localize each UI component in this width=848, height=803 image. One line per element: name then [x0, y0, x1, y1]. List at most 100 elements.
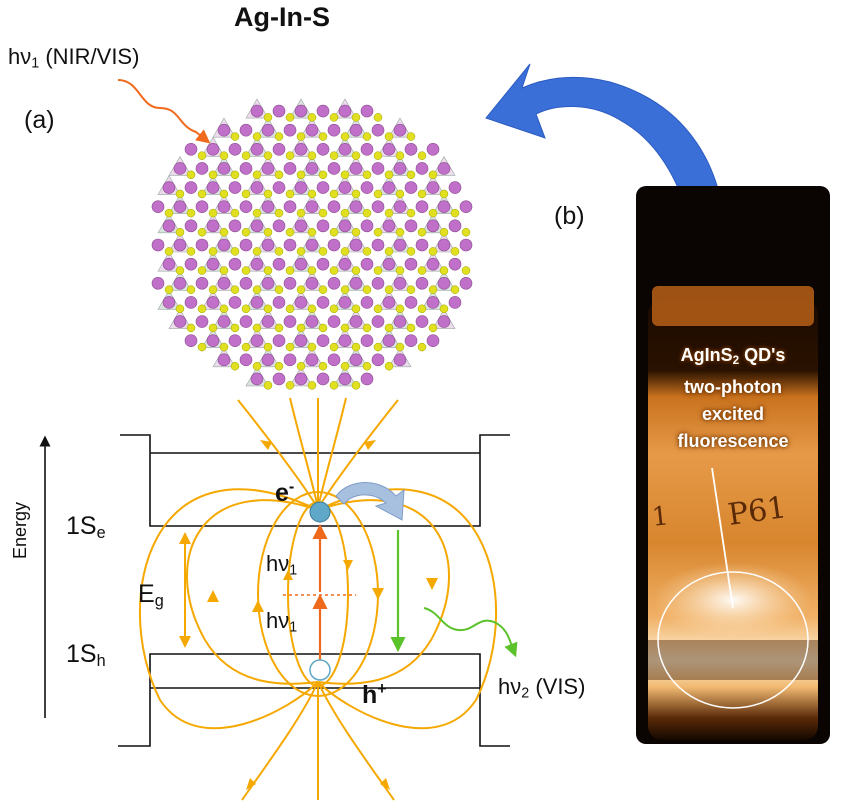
indium-atom: [250, 296, 264, 309]
bandgap-arrow: [179, 532, 191, 648]
sulfur-atom: [461, 227, 471, 237]
indium-atom: [305, 353, 319, 367]
sulfur-atom: [186, 170, 196, 180]
indium-atom: [393, 162, 407, 175]
indium-atom: [404, 181, 418, 194]
indium-atom: [305, 315, 319, 328]
sulfur-atom: [296, 285, 306, 294]
indium-atom: [173, 200, 187, 214]
sulfur-atom: [274, 170, 284, 180]
indium-atom: [437, 276, 451, 290]
indium-atom: [316, 181, 330, 194]
sulfur-atom: [274, 208, 284, 218]
indium-atom: [195, 200, 209, 214]
indium-atom: [294, 296, 308, 309]
sulfur-atom: [263, 304, 273, 314]
sulfur-atom: [439, 227, 449, 237]
indium-atom: [239, 238, 253, 252]
indium-atom: [294, 104, 308, 118]
indium-atom: [151, 200, 165, 214]
sulfur-atom: [285, 113, 295, 122]
indium-atom: [217, 162, 231, 175]
sulfur-atom: [274, 132, 284, 141]
indium-atom: [382, 143, 396, 156]
sulfur-atom: [373, 342, 383, 352]
sulfur-atom: [252, 208, 262, 218]
sulfur-atom: [175, 266, 185, 275]
emitted-photon-wave: [423, 607, 518, 658]
panel-b-label: (b): [554, 202, 585, 230]
indium-atom: [404, 219, 418, 233]
sulfur-atom: [219, 342, 229, 352]
sulfur-atom: [285, 342, 295, 352]
indium-atom: [283, 123, 297, 137]
sulfur-atom: [230, 323, 240, 333]
indium-atom: [393, 353, 407, 367]
sulfur-atom: [384, 170, 394, 180]
indium-atom: [228, 257, 242, 271]
indium-atom: [415, 238, 429, 252]
indium-atom: [261, 276, 275, 290]
sulfur-atom: [318, 132, 328, 141]
sulfur-atom: [351, 151, 361, 160]
sulfur-atom: [373, 304, 383, 314]
indium-atom: [283, 238, 297, 252]
vial-photo: [636, 186, 830, 744]
indium-atom: [283, 353, 297, 367]
indium-atom: [327, 123, 341, 137]
sulfur-atom: [307, 266, 317, 275]
figure-title: Ag-In-S: [234, 2, 330, 32]
sulfur-atom: [307, 113, 317, 122]
sulfur-atom: [417, 189, 427, 199]
indium-atom: [437, 200, 451, 214]
indium-atom: [404, 334, 418, 348]
sulfur-atom: [373, 189, 383, 199]
sulfur-atom: [439, 266, 449, 275]
indium-atom: [305, 200, 319, 214]
electron: [309, 501, 331, 523]
sulfur-atom: [164, 208, 174, 218]
indium-atom: [459, 238, 473, 252]
indium-atom: [239, 315, 253, 328]
sulfur-atom: [208, 170, 218, 180]
sulfur-atom: [263, 266, 273, 275]
sulfur-atom: [318, 361, 328, 371]
indium-atom: [338, 372, 352, 386]
indium-atom: [272, 296, 286, 309]
indium-atom: [448, 257, 462, 271]
sulfur-atom: [230, 285, 240, 294]
indium-atom: [349, 200, 363, 214]
indium-atom: [338, 181, 352, 194]
sulfur-atom: [307, 227, 317, 237]
indium-atom: [404, 143, 418, 156]
sulfur-atom: [362, 247, 372, 256]
field-lines: [138, 397, 498, 801]
indium-atom: [250, 104, 264, 118]
sulfur-atom: [219, 189, 229, 199]
indium-atom: [184, 181, 198, 194]
indium-atom: [393, 238, 407, 252]
indium-atom: [239, 162, 253, 175]
sulfur-atom: [362, 285, 372, 294]
field-arrowheads: [207, 440, 438, 790]
sulfur-atom: [252, 361, 262, 371]
sulfur-atom: [439, 304, 449, 314]
sulfur-atom: [318, 285, 328, 294]
indium-atom: [162, 219, 176, 233]
indium-atom: [316, 296, 330, 309]
sulfur-atom: [197, 342, 207, 352]
indium-atom: [426, 334, 440, 348]
sulfur-atom: [340, 285, 350, 294]
sulfur-atom: [219, 304, 229, 314]
sulfur-atom: [197, 151, 207, 160]
sulfur-atom: [384, 285, 394, 294]
indium-atom: [206, 257, 220, 271]
indium-atom: [426, 257, 440, 271]
sulfur-atom: [461, 266, 471, 275]
indium-atom: [360, 372, 374, 386]
indium-atom: [327, 315, 341, 328]
sulfur-atom: [340, 132, 350, 141]
level-1sh-label: 1Sh: [66, 640, 106, 671]
indium-atom: [272, 372, 286, 386]
indium-atom: [173, 162, 187, 175]
